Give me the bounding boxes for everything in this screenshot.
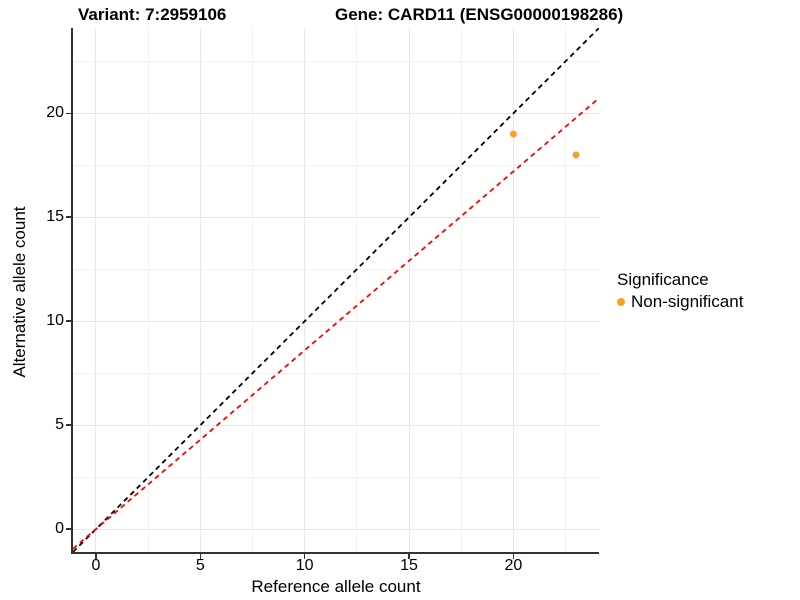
- x-major-gridline: [95, 28, 97, 552]
- x-axis-line: [71, 552, 599, 554]
- x-tick-label: 0: [91, 557, 101, 574]
- x-minor-gridline: [356, 28, 358, 552]
- y-tick-label: 20: [46, 104, 64, 122]
- y-minor-gridline: [73, 476, 599, 478]
- y-tick-label: 15: [46, 208, 64, 226]
- y-tick-label: 5: [55, 416, 64, 434]
- y-axis-title: Alternative allele count: [10, 206, 29, 378]
- x-axis-title: Reference allele count: [251, 577, 421, 596]
- plot-panel: [73, 28, 599, 552]
- legend: Significance Non-significant: [617, 270, 743, 312]
- identity-line: [73, 28, 599, 552]
- y-tick-mark: [66, 216, 71, 218]
- y-tick-mark: [66, 112, 71, 114]
- gene-title: Gene: CARD11 (ENSG00000198286): [335, 5, 624, 24]
- x-tick-label: 15: [400, 557, 418, 574]
- x-tick-label: 20: [504, 557, 523, 574]
- y-minor-gridline: [73, 60, 599, 62]
- y-axis-line: [71, 28, 73, 554]
- y-minor-gridline: [73, 372, 599, 374]
- x-minor-gridline: [460, 28, 462, 552]
- allelic-ratio-line: [73, 97, 599, 550]
- x-tick-label: 5: [195, 557, 205, 574]
- y-major-gridline: [73, 528, 599, 530]
- chart-canvas: [73, 28, 599, 552]
- x-major-gridline: [304, 28, 306, 552]
- legend-item-label: Non-significant: [631, 292, 744, 311]
- y-tick-label: 0: [55, 520, 64, 538]
- x-major-gridline: [408, 28, 410, 552]
- y-tick-mark: [66, 320, 71, 322]
- x-major-gridline: [199, 28, 201, 552]
- y-minor-gridline: [73, 268, 599, 270]
- legend-item-non-significant: Non-significant: [617, 292, 743, 312]
- y-major-gridline: [73, 112, 599, 114]
- y-major-gridline: [73, 320, 599, 322]
- x-major-gridline: [512, 28, 514, 552]
- x-tick-mark: [408, 554, 410, 559]
- x-tick-mark: [303, 554, 306, 559]
- y-minor-gridline: [73, 164, 599, 166]
- x-tick-label: 10: [295, 557, 314, 574]
- variant-title: Variant: 7:2959106: [78, 5, 227, 24]
- y-tick-label: 10: [46, 312, 64, 330]
- x-minor-gridline: [565, 28, 567, 552]
- y-major-gridline: [73, 424, 599, 426]
- x-minor-gridline: [147, 28, 149, 552]
- x-minor-gridline: [252, 28, 253, 552]
- y-major-gridline: [73, 216, 599, 218]
- non-significant-dot-icon: [617, 298, 625, 306]
- legend-title: Significance: [617, 270, 709, 289]
- data-point: [572, 151, 580, 159]
- y-tick-mark: [66, 424, 71, 426]
- x-tick-mark: [199, 554, 202, 559]
- data-point: [509, 130, 517, 138]
- x-tick-mark: [512, 554, 515, 559]
- y-tick-mark: [66, 528, 71, 530]
- x-tick-mark: [95, 554, 97, 559]
